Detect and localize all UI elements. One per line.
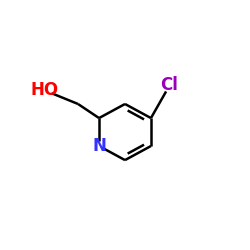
Text: HO: HO [30, 82, 59, 100]
Text: N: N [92, 137, 106, 155]
Text: Cl: Cl [160, 76, 178, 94]
